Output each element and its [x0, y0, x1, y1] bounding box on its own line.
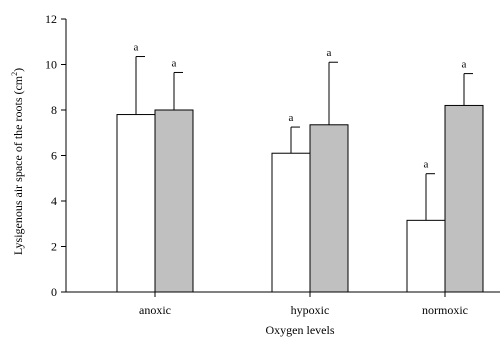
x-tick-label-normoxic: normoxic	[422, 303, 468, 317]
significance-label: a	[327, 47, 332, 59]
bar-series1-anoxic	[116, 114, 156, 293]
significance-label: a	[289, 112, 294, 124]
bars-group	[116, 104, 484, 293]
y-tick-label: 12	[45, 12, 57, 26]
y-tick-label: 0	[51, 285, 57, 299]
x-tick-label-hypoxic: hypoxic	[291, 303, 330, 317]
bar-series2-anoxic	[154, 109, 194, 293]
y-tick-label: 10	[45, 58, 57, 72]
y-axis-title: Lysigenous air space of the roots (cm2)	[10, 68, 25, 255]
bar-series1-hypoxic	[271, 152, 311, 293]
y-tick-label: 4	[51, 194, 57, 208]
x-axis-title: Oxygen levels	[266, 323, 335, 337]
y-axis: 0 2 4 6 8 10 12	[45, 12, 67, 299]
error-bars-group	[135, 56, 473, 221]
bar-series2-normoxic	[444, 104, 484, 293]
x-axis: anoxic hypoxic normoxic	[66, 291, 500, 317]
significance-labels-group: a a a a a a	[134, 42, 467, 171]
significance-label: a	[172, 57, 177, 69]
significance-label: a	[424, 159, 429, 171]
y-axis-title-end: )	[11, 68, 25, 72]
bar-series1-normoxic	[406, 219, 446, 293]
significance-label: a	[462, 59, 467, 71]
y-tick-label: 8	[51, 103, 57, 117]
y-tick-label: 2	[51, 240, 57, 254]
bar-series2-hypoxic	[309, 124, 349, 293]
y-axis-title-superscript: 2	[10, 72, 19, 76]
y-tick-label: 6	[51, 149, 57, 163]
x-tick-label-anoxic: anoxic	[139, 303, 171, 317]
significance-label: a	[134, 42, 139, 54]
y-axis-title-main: Lysigenous air space of the roots (cm	[11, 75, 25, 255]
